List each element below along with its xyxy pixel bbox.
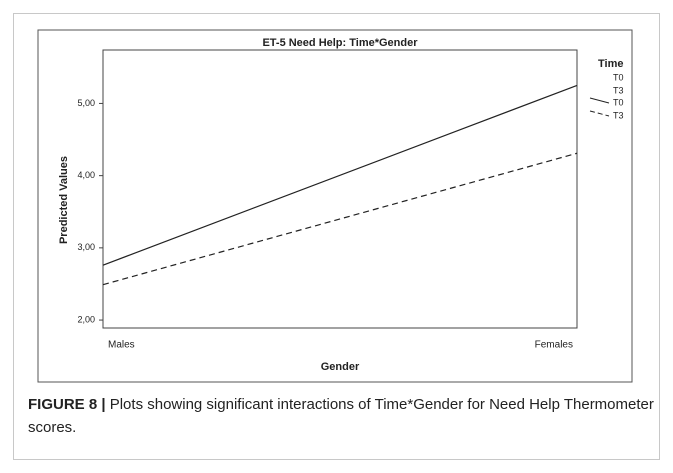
x-tick-label: Females [535, 340, 573, 351]
y-tick-label: 3,00 [77, 242, 95, 252]
series-line [102, 84, 578, 266]
caption-text: Plots showing significant interactions o… [28, 396, 654, 436]
x-tick-label: Males [108, 340, 135, 351]
y-tick-label: 4,00 [77, 170, 95, 180]
legend-title: Time [598, 58, 623, 70]
chart-border [37, 29, 633, 383]
chart-title: ET-5 Need Help: Time*Gender [262, 37, 418, 49]
legend-swatch [589, 97, 610, 104]
caption: FIGURE 8 | Plots showing significant int… [28, 393, 658, 439]
x-axis-label: Gender [321, 361, 360, 373]
caption-label: FIGURE 8 | [28, 396, 106, 413]
y-tick-label: 5,00 [77, 98, 95, 108]
legend-label: T3 [613, 110, 624, 120]
plot-area [102, 49, 578, 329]
y-tick-label: 2,00 [77, 314, 95, 324]
figure-frame [13, 13, 660, 460]
series-line [102, 152, 578, 286]
legend-label: T0 [613, 97, 624, 107]
chart: ET-5 Need Help: Time*Gender Gender Predi… [37, 29, 633, 383]
legend-extra-label: T3 [613, 85, 624, 95]
legend-extra-label: T0 [613, 72, 624, 82]
legend-swatch [589, 110, 610, 117]
y-axis-label: Predicted Values [58, 156, 70, 244]
